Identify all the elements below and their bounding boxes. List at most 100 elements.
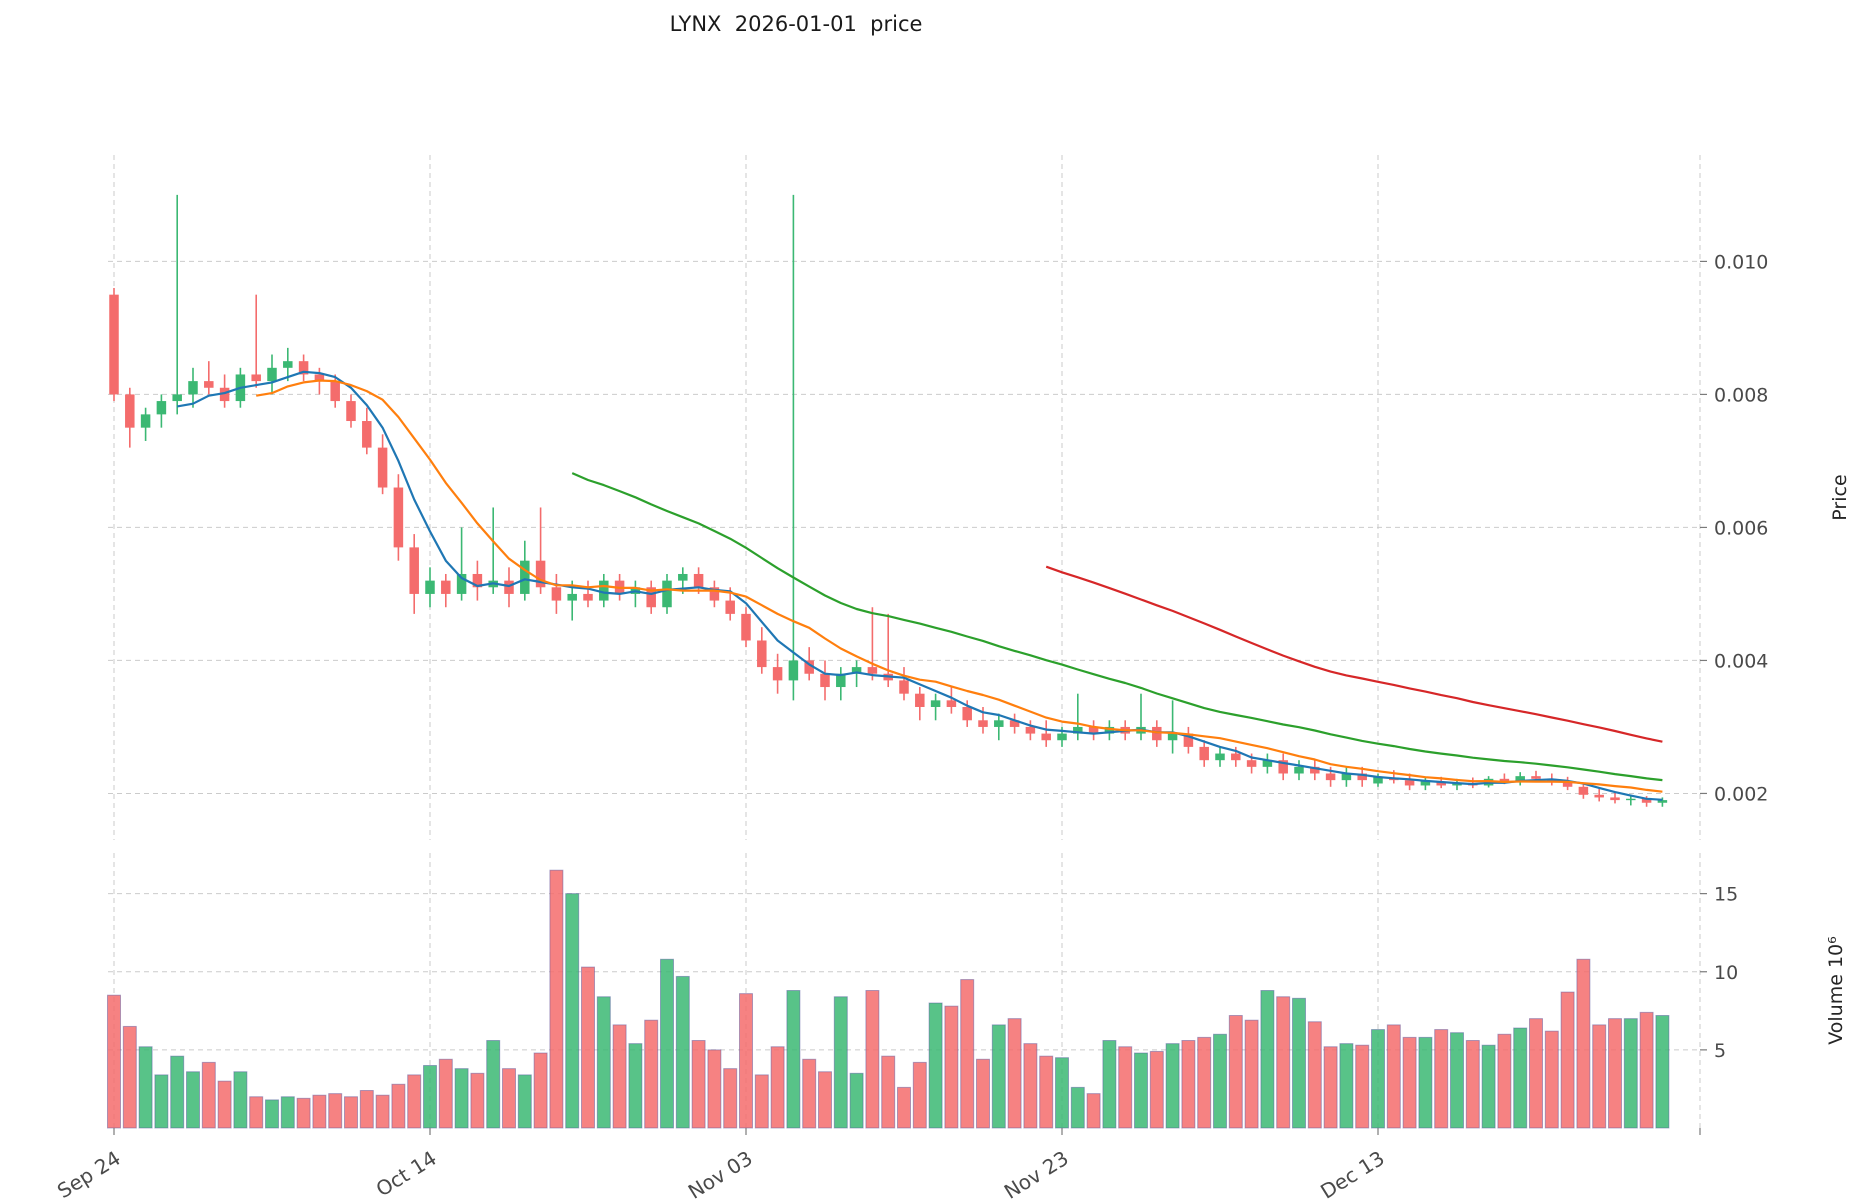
candle [1057, 733, 1067, 741]
candle [1594, 794, 1604, 798]
volume-bar [1023, 1043, 1038, 1129]
volume-bar [391, 1083, 406, 1129]
volume-bar [565, 893, 580, 1129]
volume-bar [1276, 996, 1291, 1129]
volume-bar [754, 1074, 769, 1129]
volume-bar [1323, 1046, 1338, 1129]
candle [1294, 766, 1304, 774]
candle [172, 394, 182, 402]
volume-bar [486, 1040, 501, 1129]
volume-bar [1260, 990, 1275, 1129]
candle [1009, 720, 1020, 727]
candle [962, 706, 972, 721]
volume-bar [1465, 1040, 1480, 1129]
volume-bar [1592, 1024, 1607, 1129]
volume-bar [1070, 1086, 1085, 1129]
volume-bar [660, 958, 674, 1129]
x-tick-label: Nov 23 [1000, 1146, 1073, 1202]
volume-bar [786, 990, 801, 1129]
volume-bar [675, 975, 690, 1129]
volume-bar [1118, 1046, 1133, 1129]
volume-bars-group [107, 869, 1670, 1129]
volume-bar [1244, 1019, 1259, 1129]
candle [583, 593, 593, 601]
candle [409, 547, 419, 594]
candle [946, 700, 957, 707]
candle [504, 580, 514, 594]
candle [425, 580, 435, 594]
volume-bar [517, 1074, 532, 1129]
volume-bar [849, 1072, 864, 1129]
volume-bar [1544, 1030, 1559, 1129]
volume-bar [1576, 958, 1591, 1129]
candle [251, 374, 261, 382]
candle [741, 613, 751, 641]
candle [377, 447, 388, 488]
candle [1183, 733, 1194, 747]
candle [1278, 760, 1288, 774]
candle [1357, 773, 1367, 781]
volume-bar [1450, 1032, 1464, 1129]
volume-bar [1529, 1018, 1543, 1129]
volume-bar [1149, 1050, 1164, 1129]
volume-bar [186, 1071, 200, 1129]
volume-bar [138, 1046, 153, 1129]
ma-line-30 [571, 472, 1663, 782]
candle [520, 560, 530, 594]
volume-bar [770, 1046, 785, 1129]
volume-bar [1402, 1036, 1417, 1129]
volume-bar [1213, 1033, 1227, 1129]
candle [551, 587, 562, 601]
candle [283, 361, 293, 368]
volume-bar [549, 869, 564, 1129]
volume-bar [502, 1068, 516, 1129]
candle [1262, 760, 1273, 767]
candle [867, 667, 878, 674]
candle [788, 660, 799, 681]
candle [1073, 726, 1083, 734]
volume-bar [265, 1099, 279, 1129]
volume-bar [1386, 1024, 1401, 1129]
candle [1088, 726, 1099, 734]
volume-bar [1339, 1043, 1354, 1129]
volume-bar [1307, 1021, 1322, 1129]
x-tick-label: Sep 24 [53, 1146, 125, 1202]
candle [1341, 773, 1352, 781]
ma-line-60 [1045, 565, 1663, 743]
volume-tick-label: 5 [1714, 1040, 1726, 1062]
candle [1246, 760, 1257, 767]
candle [930, 700, 941, 707]
candle [1215, 753, 1225, 761]
volume-bar [249, 1096, 264, 1129]
candle [441, 580, 451, 594]
volume-bar [1513, 1027, 1528, 1129]
volume-bar [1292, 997, 1306, 1129]
candle [725, 600, 735, 614]
candle [1325, 773, 1336, 781]
volume-bar [691, 1040, 706, 1129]
price-tick-label: 0.010 [1714, 251, 1768, 273]
volume-bar [644, 1019, 659, 1129]
volume-bar [1197, 1036, 1212, 1129]
volume-bar [1560, 991, 1575, 1129]
volume-bar [375, 1094, 390, 1129]
price-tick-label: 0.002 [1714, 783, 1768, 805]
volume-bar [533, 1052, 548, 1129]
volume-bar [201, 1061, 216, 1129]
volume-bar [1165, 1043, 1180, 1129]
candle [994, 720, 1004, 727]
volume-bar [707, 1049, 722, 1129]
candle [1231, 753, 1241, 761]
x-tick-label: Dec 13 [1316, 1146, 1389, 1202]
volume-tick-label: 15 [1714, 884, 1738, 906]
volume-bar [470, 1072, 485, 1129]
volume-bar [818, 1071, 832, 1129]
volume-bar [1228, 1015, 1243, 1129]
candle [915, 693, 925, 707]
candles-group [109, 194, 1668, 807]
candle [362, 421, 372, 448]
x-tick-label: Oct 14 [372, 1146, 441, 1202]
candle [1310, 766, 1320, 774]
volume-bar [1055, 1057, 1069, 1129]
